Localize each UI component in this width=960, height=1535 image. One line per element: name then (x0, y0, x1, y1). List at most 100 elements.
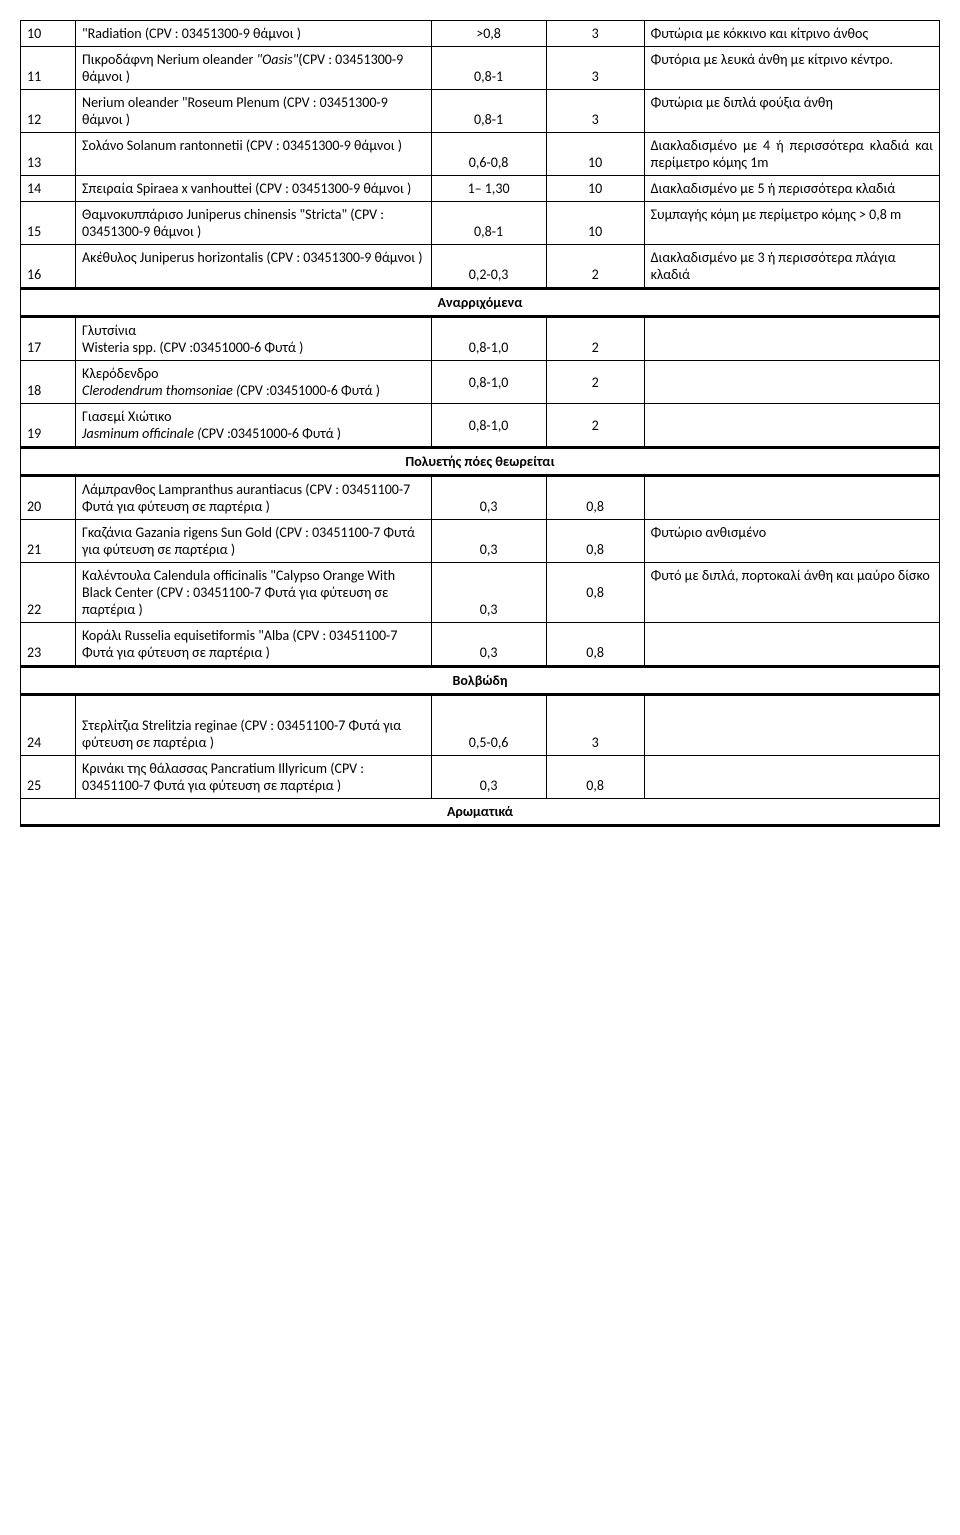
section-header: Πολυετής πόες θεωρείται (21, 448, 940, 476)
row-notes (644, 404, 939, 448)
table-row: 25Κρινάκι της θάλασσας Pancratium Illyri… (21, 756, 940, 799)
row-description: Σολάνο Solanum rantonnetii (CPV : 034513… (76, 133, 431, 176)
row-value-1: 0,8-1 (431, 47, 546, 90)
table-row: 19Γιασεμί ΧιώτικοJasminum officinale (CP… (21, 404, 940, 448)
row-notes: Συμπαγής κόμη με περίμετρο κόμης > 0,8 m (644, 202, 939, 245)
row-value-1: 0,3 (431, 623, 546, 667)
row-notes (644, 695, 939, 756)
section-title: Αρωματικά (21, 799, 940, 826)
row-description: ΚλερόδενδροClerodendrum thomsoniae (CPV … (76, 361, 431, 404)
section-title: Πολυετής πόες θεωρείται (21, 448, 940, 476)
row-description: Σπειραία Spiraea x vanhouttei (CPV : 034… (76, 176, 431, 202)
row-notes: Φυτό με διπλά, πορτοκαλί άνθη και μαύρο … (644, 563, 939, 623)
row-value-1: 0,8-1 (431, 90, 546, 133)
row-value-1: 0,3 (431, 476, 546, 520)
row-value-2: 0,8 (546, 520, 644, 563)
row-notes: Διακλαδισμένο με 5 ή περισσότερα κλαδιά (644, 176, 939, 202)
row-notes: Φυτώρια με διπλά φούξια άνθη (644, 90, 939, 133)
table-row: 24Στερλίτζια Strelitzia reginae (CPV : 0… (21, 695, 940, 756)
row-number: 14 (21, 176, 76, 202)
section-header: Αρωματικά (21, 799, 940, 826)
row-value-1: 0,5-0,6 (431, 695, 546, 756)
row-notes (644, 623, 939, 667)
row-notes: Φυτόρια με λευκά άνθη με κίτρινο κέντρο. (644, 47, 939, 90)
table-row: 16Ακέθυλος Juniperus horizontalis (CPV :… (21, 245, 940, 289)
row-value-2: 10 (546, 133, 644, 176)
row-notes: Διακλαδισμένο με 4 ή περισσότερα κλαδιά … (644, 133, 939, 176)
row-number: 23 (21, 623, 76, 667)
row-value-2: 2 (546, 245, 644, 289)
table-row: 21Γκαζάνια Gazania rigens Sun Gold (CPV … (21, 520, 940, 563)
row-value-1: 0,3 (431, 756, 546, 799)
row-value-2: 2 (546, 317, 644, 361)
row-value-2: 3 (546, 47, 644, 90)
row-value-2: 10 (546, 202, 644, 245)
table-row: 10"Radiation (CPV : 03451300-9 θάμνοι )>… (21, 21, 940, 47)
row-number: 12 (21, 90, 76, 133)
row-notes: Φυτώριο ανθισμένο (644, 520, 939, 563)
row-value-1: 0,8-1,0 (431, 361, 546, 404)
row-number: 20 (21, 476, 76, 520)
row-value-2: 3 (546, 21, 644, 47)
row-value-1: 0,8-1 (431, 202, 546, 245)
row-description: Καλέντουλα Calendula officinalis "Calyps… (76, 563, 431, 623)
table-row: 14Σπειραία Spiraea x vanhouttei (CPV : 0… (21, 176, 940, 202)
row-value-2: 0,8 (546, 476, 644, 520)
table-row: 22Καλέντουλα Calendula officinalis "Caly… (21, 563, 940, 623)
row-description: Πικροδάφνη Nerium oleander "Oasis"(CPV :… (76, 47, 431, 90)
table-row: 20Λάμπρανθος Lampranthus aurantiacus (CP… (21, 476, 940, 520)
row-notes (644, 361, 939, 404)
row-value-2: 0,8 (546, 756, 644, 799)
table-row: 15Θαμνοκυππάρισο Juniperus chinensis "St… (21, 202, 940, 245)
row-value-2: 2 (546, 361, 644, 404)
row-number: 21 (21, 520, 76, 563)
row-notes (644, 317, 939, 361)
row-description: Κρινάκι της θάλασσας Pancratium Illyricu… (76, 756, 431, 799)
table-row: 17ΓλυτσίνιαWisteria spp. (CPV :03451000-… (21, 317, 940, 361)
row-value-2: 3 (546, 90, 644, 133)
row-value-2: 2 (546, 404, 644, 448)
row-number: 24 (21, 695, 76, 756)
row-value-2: 0,8 (546, 623, 644, 667)
row-value-1: 0,8-1,0 (431, 317, 546, 361)
section-header: Βολβώδη (21, 667, 940, 695)
section-header: Αναρριχόμενα (21, 289, 940, 317)
row-number: 10 (21, 21, 76, 47)
row-notes: Φυτώρια με κόκκινο και κίτρινο άνθος (644, 21, 939, 47)
row-value-1: 0,3 (431, 520, 546, 563)
table-row: 11Πικροδάφνη Nerium oleander "Oasis"(CPV… (21, 47, 940, 90)
row-value-1: 0,8-1,0 (431, 404, 546, 448)
row-number: 25 (21, 756, 76, 799)
row-notes (644, 476, 939, 520)
row-number: 22 (21, 563, 76, 623)
row-value-2: 3 (546, 695, 644, 756)
section-title: Αναρριχόμενα (21, 289, 940, 317)
row-value-2: 0,8 (546, 563, 644, 623)
row-description: Nerium oleander "Roseum Plenum (CPV : 03… (76, 90, 431, 133)
row-description: Γιασεμί ΧιώτικοJasminum officinale (CPV … (76, 404, 431, 448)
row-number: 15 (21, 202, 76, 245)
row-number: 16 (21, 245, 76, 289)
row-number: 11 (21, 47, 76, 90)
row-description: "Radiation (CPV : 03451300-9 θάμνοι ) (76, 21, 431, 47)
table-row: 18ΚλερόδενδροClerodendrum thomsoniae (CP… (21, 361, 940, 404)
row-number: 13 (21, 133, 76, 176)
section-title: Βολβώδη (21, 667, 940, 695)
row-value-2: 10 (546, 176, 644, 202)
row-description: ΓλυτσίνιαWisteria spp. (CPV :03451000-6 … (76, 317, 431, 361)
row-description: Λάμπρανθος Lampranthus aurantiacus (CPV … (76, 476, 431, 520)
row-value-1: 0,2-0,3 (431, 245, 546, 289)
row-number: 19 (21, 404, 76, 448)
row-description: Κοράλι Russelia equisetiformis "Alba (CP… (76, 623, 431, 667)
row-value-1: >0,8 (431, 21, 546, 47)
table-row: 12Nerium oleander "Roseum Plenum (CPV : … (21, 90, 940, 133)
table-row: 13Σολάνο Solanum rantonnetii (CPV : 0345… (21, 133, 940, 176)
row-description: Ακέθυλος Juniperus horizontalis (CPV : 0… (76, 245, 431, 289)
table-row: 23Κοράλι Russelia equisetiformis "Alba (… (21, 623, 940, 667)
row-number: 17 (21, 317, 76, 361)
row-number: 18 (21, 361, 76, 404)
row-value-1: 0,3 (431, 563, 546, 623)
plant-table: 10"Radiation (CPV : 03451300-9 θάμνοι )>… (20, 20, 940, 827)
row-description: Στερλίτζια Strelitzia reginae (CPV : 034… (76, 695, 431, 756)
row-description: Θαμνοκυππάρισο Juniperus chinensis "Stri… (76, 202, 431, 245)
